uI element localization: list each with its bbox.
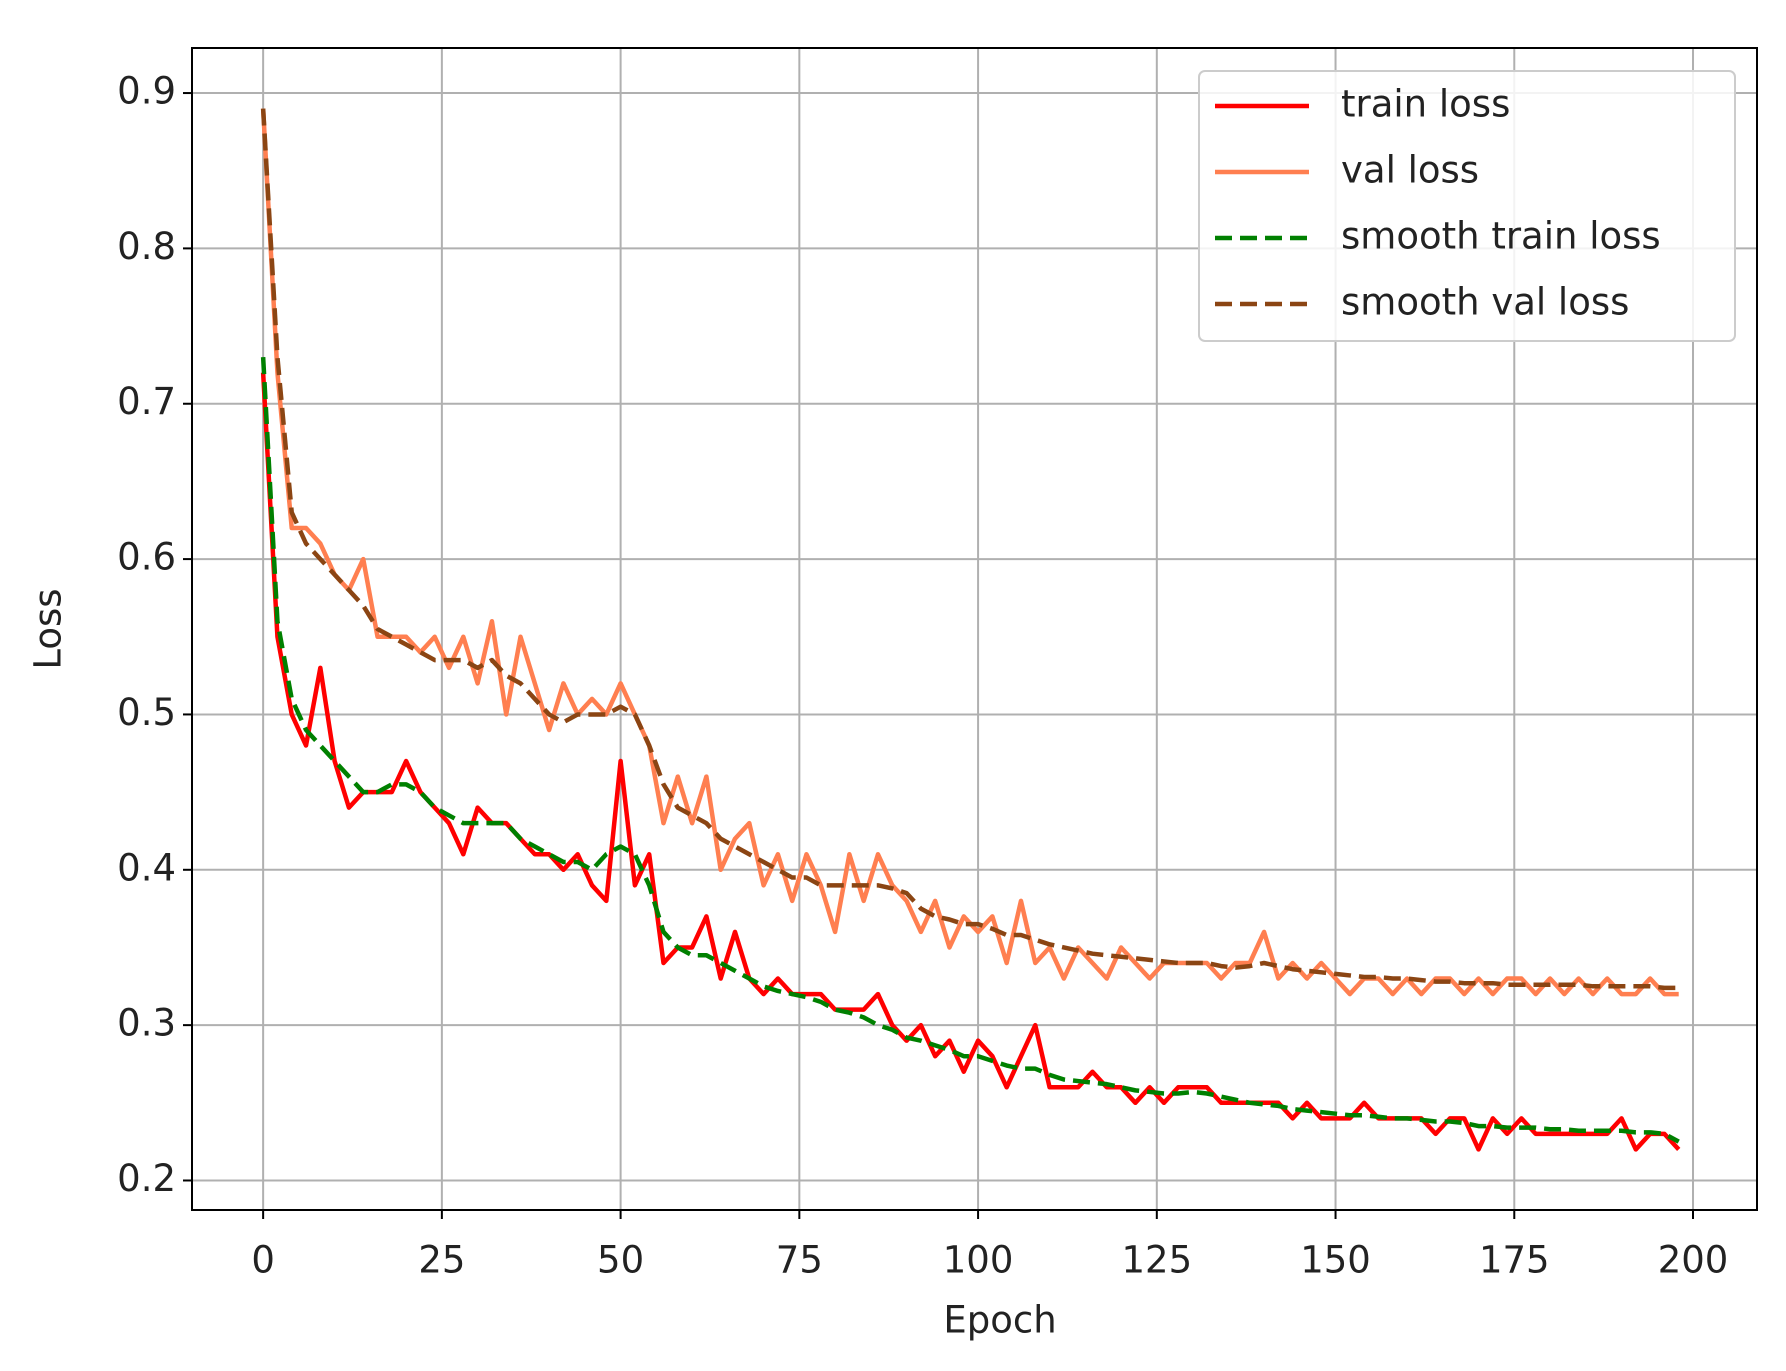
x-tick-label: 200 — [1658, 1239, 1729, 1282]
y-tick-label: 0.3 — [117, 1002, 176, 1045]
y-tick-label: 0.7 — [117, 380, 176, 423]
y-tick-label: 0.8 — [117, 225, 176, 268]
series-line — [260, 372, 1681, 1152]
y-axis-label: Loss — [27, 588, 70, 669]
y-tick-label: 0.4 — [117, 846, 176, 889]
legend-box — [1198, 70, 1736, 342]
y-tick-label: 0.2 — [117, 1157, 176, 1200]
y-tick-label: 0.9 — [117, 70, 176, 113]
x-tick-label: 100 — [943, 1239, 1014, 1282]
y-tick-label: 0.6 — [117, 536, 176, 579]
x-tick-label: 125 — [1121, 1239, 1192, 1282]
legend-label: train loss — [1341, 83, 1510, 126]
x-tick-label: 175 — [1479, 1239, 1550, 1282]
x-tick-label: 0 — [251, 1239, 275, 1282]
series-line — [260, 108, 1679, 991]
x-tick-label: 50 — [597, 1239, 644, 1282]
plot-frame — [191, 47, 1758, 1211]
legend-label: smooth val loss — [1341, 281, 1629, 324]
x-tick-label: 150 — [1300, 1239, 1371, 1282]
x-axis-label: Epoch — [943, 1299, 1056, 1342]
legend-label: smooth train loss — [1341, 215, 1661, 258]
x-tick-label: 75 — [776, 1239, 823, 1282]
legend: train loss val loss smooth train loss smoot… — [1198, 70, 1736, 342]
legend-label: val loss — [1341, 149, 1479, 192]
series-line — [260, 357, 1680, 1144]
x-tick-label: 25 — [418, 1239, 465, 1282]
y-tick-label: 0.5 — [117, 691, 176, 734]
